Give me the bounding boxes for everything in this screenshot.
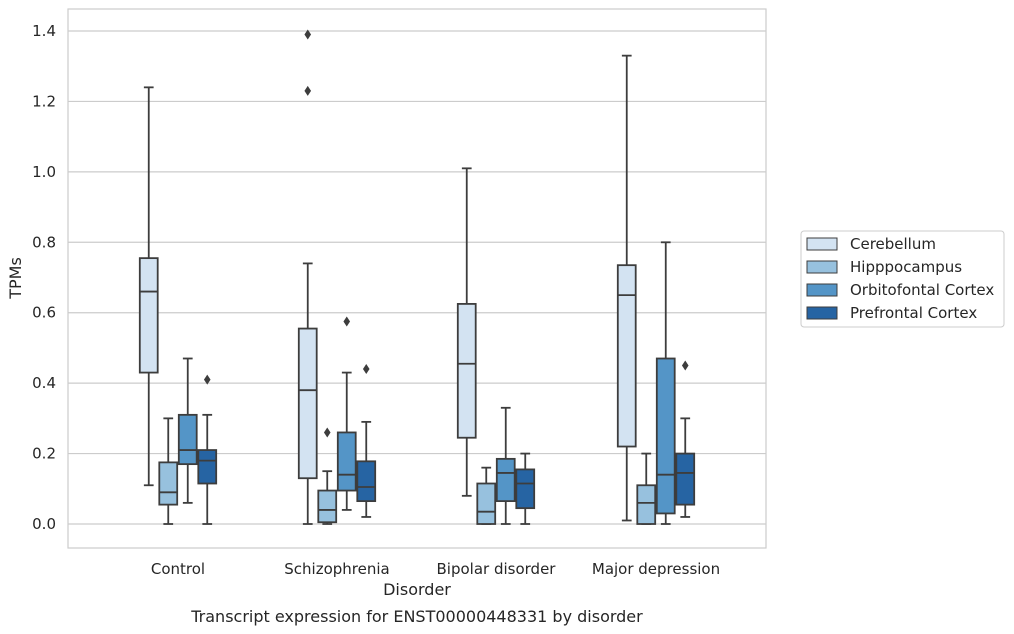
y-tick-label: 0.2	[32, 445, 56, 463]
x-axis: Control Schizophrenia Bipolar disorder Majo…	[151, 560, 720, 578]
x-tick-label: Control	[151, 560, 205, 578]
box-hipppocampus	[636, 452, 657, 525]
box-iqr	[636, 484, 657, 525]
outlier-point	[304, 29, 312, 40]
box-cerebellum	[616, 54, 637, 522]
legend-swatch	[806, 283, 838, 297]
box-iqr	[675, 452, 696, 506]
box-iqr	[515, 468, 536, 510]
box-cerebellum	[297, 29, 318, 525]
box-prefrontal-cortex	[197, 374, 218, 525]
box-orbitofontal-cortex	[336, 316, 357, 511]
y-tick-label: 0.8	[32, 233, 56, 251]
box-prefrontal-cortex	[675, 360, 696, 518]
legend-swatch	[806, 237, 838, 251]
outlier-point	[323, 427, 331, 438]
x-tick-label: Schizophrenia	[284, 560, 389, 578]
legend-item: Hipppocampus	[806, 258, 962, 276]
chart-caption: Transcript expression for ENST0000044833…	[190, 607, 643, 626]
box-iqr	[655, 357, 676, 515]
y-tick-label: 0.4	[32, 374, 56, 392]
legend-item: Prefrontal Cortex	[806, 304, 977, 322]
box-iqr	[476, 482, 497, 525]
plot-area	[67, 8, 767, 549]
legend-label: Orbitofontal Cortex	[850, 281, 994, 299]
outlier-point	[203, 374, 211, 385]
box-iqr	[317, 489, 338, 524]
box-iqr	[177, 413, 198, 466]
category-group	[616, 54, 696, 525]
outlier-point	[681, 360, 689, 371]
box-orbitofontal-cortex	[177, 357, 198, 504]
box-hipppocampus	[158, 417, 179, 525]
box-orbitofontal-cortex	[495, 406, 516, 525]
legend-label: Prefrontal Cortex	[850, 304, 977, 322]
box-iqr	[297, 327, 318, 480]
box-iqr	[456, 303, 477, 439]
box-cerebellum	[456, 167, 477, 497]
box-cerebellum	[138, 86, 159, 487]
box-prefrontal-cortex	[515, 452, 536, 525]
category-group	[138, 86, 218, 525]
box-iqr	[336, 431, 357, 492]
legend-swatch	[806, 260, 838, 274]
box-hipppocampus	[317, 427, 338, 525]
box-iqr	[197, 449, 218, 485]
y-tick-label: 1.2	[32, 92, 56, 110]
box-orbitofontal-cortex	[655, 241, 676, 525]
legend-swatch	[806, 306, 838, 320]
x-axis-label: Disorder	[383, 580, 451, 599]
legend-label: Cerebellum	[850, 235, 936, 253]
box-iqr	[158, 461, 179, 506]
y-tick-label: 0.0	[32, 515, 56, 533]
y-tick-label: 1.4	[32, 22, 56, 40]
legend-item: Cerebellum	[806, 235, 936, 253]
box-hipppocampus	[476, 466, 497, 525]
x-tick-label: Bipolar disorder	[437, 560, 557, 578]
outlier-point	[304, 85, 312, 96]
legend-frame	[800, 230, 1005, 328]
x-tick-label: Major depression	[592, 560, 720, 578]
outlier-point	[343, 316, 351, 327]
box-iqr	[495, 457, 516, 503]
box-iqr	[616, 264, 637, 448]
box-iqr	[138, 257, 159, 374]
y-tick-label: 0.6	[32, 304, 56, 322]
y-axis-label: TPMs	[6, 257, 25, 300]
box-iqr	[356, 460, 377, 503]
category-group	[456, 167, 536, 525]
box-prefrontal-cortex	[356, 364, 377, 518]
box-groups	[138, 29, 696, 525]
y-tick-label: 1.0	[32, 163, 56, 181]
legend: Cerebellum Hipppocampus Orbitofontal Corte…	[800, 230, 1005, 328]
y-axis: 0.0 0.2 0.4 0.6 0.8 1.0 1.2 1.4	[32, 22, 56, 533]
legend-item: Orbitofontal Cortex	[806, 281, 994, 299]
outlier-point	[362, 364, 370, 375]
legend-label: Hipppocampus	[850, 258, 962, 276]
category-group	[297, 29, 377, 525]
